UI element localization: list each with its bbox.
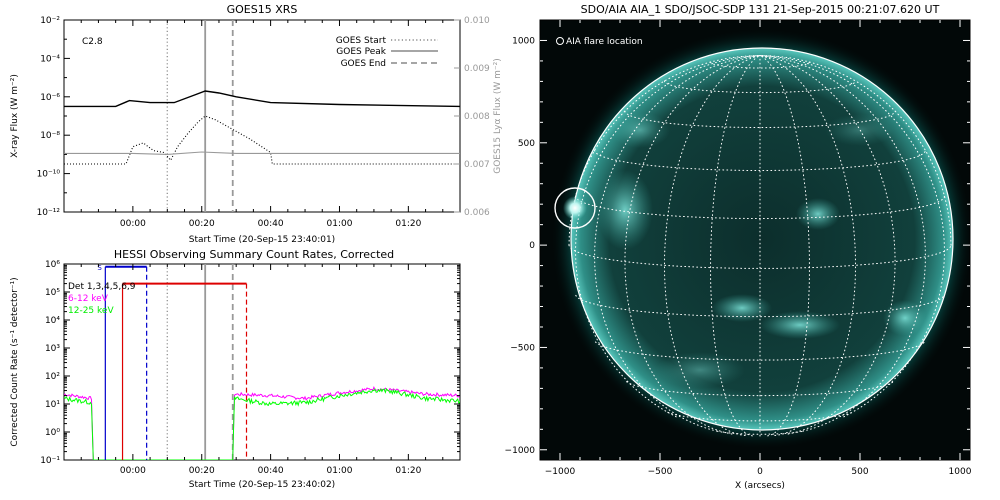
aia-latitude-line [626, 381, 894, 397]
aia-latitude-line [595, 341, 925, 361]
aia-longitude-line [663, 55, 761, 436]
goes-x-tick-label: 01:20 [395, 219, 421, 229]
aia-latitude-line [624, 110, 896, 128]
hessi-legend-det: Det 1,3,4,5,6,9 [68, 282, 136, 292]
aia-latitude-line [664, 80, 856, 94]
goes-flare-class: C2.8 [82, 37, 103, 47]
hessi-x-label: Start Time (20-Sep-15 23:40:02) [189, 480, 335, 490]
hessi-y-tick-label: 10⁻¹ [40, 456, 60, 466]
goes-y-tick-label: 10⁻⁶ [40, 93, 60, 103]
goes-y-right-tick-label: 0.009 [464, 64, 490, 74]
aia-active-regions [597, 112, 927, 388]
hessi-6-12kev-line [64, 385, 460, 460]
goes-y-right-tick-label: 0.006 [464, 208, 490, 218]
goes-x-tick-label: 00:20 [189, 219, 215, 229]
hessi-x-tick-label: 00:00 [120, 466, 146, 476]
goes-y-right-tick-label: 0.010 [464, 16, 490, 26]
hessi-x-tick-label: 01:00 [327, 466, 353, 476]
hessi-y-tick-label: 10⁴ [45, 316, 60, 326]
hessi-title: HESSI Observing Summary Count Rates, Cor… [114, 248, 394, 261]
aia-longitude-line [624, 55, 761, 435]
aia-flare-glow [563, 196, 587, 220]
goes-y-tick-label: 10⁻¹² [37, 208, 61, 218]
goes-plot-frame [63, 19, 461, 213]
goes-x-tick-label: 00:40 [258, 219, 284, 229]
goes-legend-peak: GOES Peak [336, 47, 386, 57]
hessi-x-tick-label: 00:20 [189, 466, 215, 476]
hessi-y-label: Corrected Count Rate (s⁻¹ detector⁻¹) [10, 277, 20, 446]
hessi-y-tick-label: 10⁶ [45, 260, 60, 270]
aia-x-tick-label: −1000 [545, 467, 576, 477]
aia-latitude-line [575, 294, 945, 318]
aia-longitude-line [759, 55, 857, 436]
hessi-x-tick-label: 00:40 [258, 466, 284, 476]
goes-short-channel-line [64, 115, 460, 165]
goes-x-tick-label: 00:00 [120, 219, 146, 229]
goes-panel: GOES15 XRS 00:00 00:20 00:40 01:00 01:20 10⁻¹… [10, 3, 503, 245]
goes-title: GOES15 XRS [227, 3, 298, 16]
aia-latitude-line [568, 244, 952, 269]
goes-y-right-tick-label: 0.008 [464, 112, 490, 122]
aia-longitude-line [759, 55, 946, 418]
goes-y-label-right: GOES15 Lyα Flux (W m⁻²) [493, 58, 503, 174]
goes-y-label: X-ray Flux (W m⁻²) [10, 74, 20, 158]
aia-longitude-line [710, 55, 761, 437]
goes-y-tick-label: 10⁻¹⁰ [37, 170, 61, 180]
hessi-y-tick-label: 10² [45, 372, 60, 382]
hessi-legend-6-12: 6-12 keV [68, 294, 109, 304]
hessi-12-25kev-line [64, 387, 460, 460]
goes-y-tick-label: 10⁻² [40, 16, 60, 26]
aia-latitude-line [594, 149, 926, 171]
aia-longitude-line [759, 55, 952, 246]
aia-longitude-line [759, 55, 926, 432]
goes-lyman-alpha-line [64, 151, 460, 155]
goes-legend-end: GOES End [341, 59, 386, 69]
aia-plot-frame [539, 19, 971, 461]
hessi-y-tick-label: 10⁵ [45, 288, 60, 298]
hessi-y-tick-label: 10⁰ [45, 428, 60, 438]
aia-flare-location-circle [554, 187, 596, 229]
aia-longitude-line [759, 55, 810, 437]
aia-y-tick-label: 500 [518, 139, 535, 149]
aia-longitude-line [759, 55, 896, 435]
aia-longitude-line [568, 55, 761, 246]
aia-flare-legend-text: AIA flare location [566, 37, 643, 47]
aia-title: SDO/AIA AIA_1 SDO/JSOC-SDP 131 21-Sep-20… [581, 3, 940, 16]
hessi-y-tick-label: 10¹ [45, 400, 60, 410]
aia-x-tick-label: −500 [648, 467, 673, 477]
aia-y-tick-label: 0 [529, 241, 535, 251]
aia-y-tick-label: −500 [510, 343, 535, 353]
aia-latlon-grid [568, 55, 952, 437]
aia-latitude-line [667, 411, 853, 422]
hessi-legend: Det 1,3,4,5,6,9 6-12 keV 12-25 keV [68, 282, 136, 316]
goes-y-tick-label: 10⁻⁸ [40, 131, 60, 141]
aia-x-label: X (arcsecs) [735, 481, 785, 491]
goes-x-tick-label: 01:00 [327, 219, 353, 229]
goes-long-channel-line [64, 90, 460, 108]
aia-flare-legend-marker [556, 37, 564, 45]
aia-x-tick-label: 0 [757, 467, 763, 477]
aia-limb-circle [570, 47, 954, 431]
hessi-panel: HESSI Observing Summary Count Rates, Cor… [10, 248, 461, 490]
goes-y-tick-label: 10⁻⁴ [40, 54, 60, 64]
hessi-y-tick-label: 10³ [45, 344, 60, 354]
goes-x-label: Start Time (20-Sep-15 23:40:01) [189, 235, 335, 245]
hessi-x-tick-label: 01:20 [395, 466, 421, 476]
aia-x-tick-label: 1000 [949, 467, 972, 477]
goes-y-right-tick-label: 0.007 [464, 160, 490, 170]
goes-legend: GOES Start GOES Peak GOES End [336, 36, 438, 69]
hessi-plot-frame [63, 263, 461, 461]
hessi-saa-label: S [97, 264, 102, 272]
goes-event-lines [166, 20, 234, 212]
goes-legend-start: GOES Start [336, 36, 387, 46]
aia-y-tick-label: −1000 [505, 446, 536, 456]
aia-x-tick-label: 500 [851, 467, 868, 477]
aia-panel: SDO/AIA AIA_1 SDO/JSOC-SDP 131 21-Sep-20… [505, 3, 972, 491]
hessi-event-lines [166, 264, 234, 460]
aia-y-tick-label: 1000 [512, 36, 535, 46]
hessi-legend-12-25: 12-25 keV [68, 306, 114, 316]
